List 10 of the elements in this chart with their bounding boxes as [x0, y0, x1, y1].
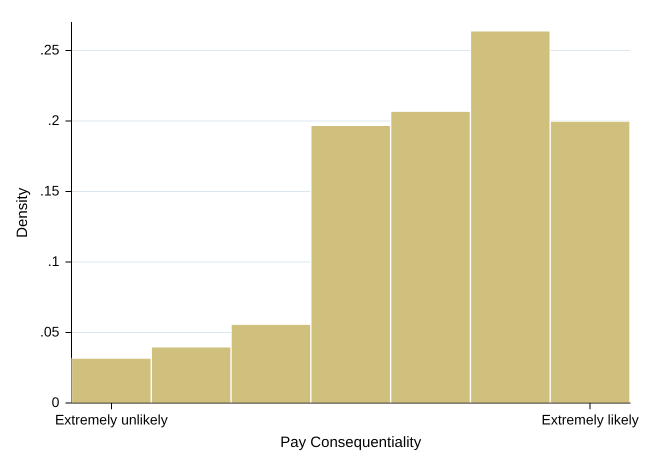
y-tick-label: 0 — [52, 394, 60, 410]
x-tick-label: Extremely unlikely — [54, 411, 168, 428]
y-tick-label: .2 — [48, 112, 60, 128]
y-tick-label: .1 — [48, 253, 60, 270]
y-tick-label: .15 — [40, 182, 60, 199]
y-tick-label: .25 — [40, 41, 60, 58]
x-axis-title: Pay Consequentiality — [280, 434, 422, 452]
x-tick-label: Extremely likely — [541, 411, 639, 428]
y-tick-label: .05 — [40, 324, 60, 340]
y-axis-title: Density — [14, 187, 32, 238]
